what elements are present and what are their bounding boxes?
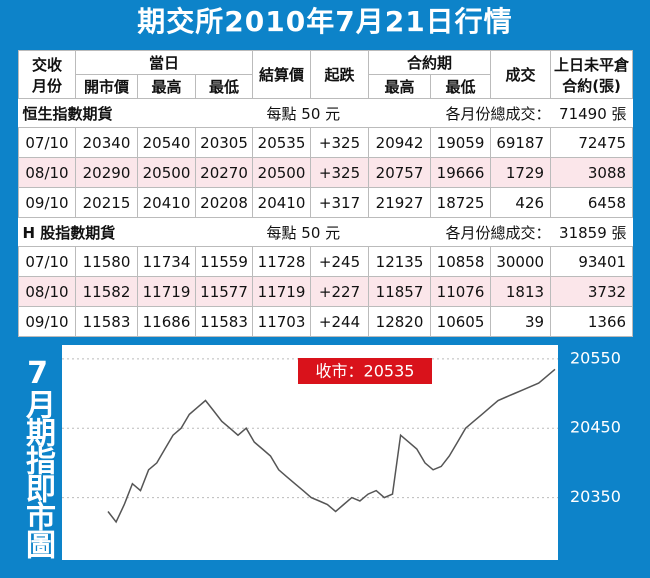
- cell: 11719: [252, 276, 312, 307]
- cell: 39: [490, 306, 552, 337]
- cell: 1366: [550, 306, 634, 337]
- cell: 19059: [430, 127, 492, 158]
- cell: 30000: [490, 246, 552, 277]
- cell: 21927: [368, 187, 432, 218]
- cell: 20270: [194, 157, 254, 188]
- cell: 09/10: [18, 306, 76, 337]
- cell: 31859 張: [550, 217, 633, 247]
- data-row: 07/10 20340 20540 20305 20535 +325 20942 19059 6…: [18, 127, 634, 158]
- cell: +325: [310, 157, 370, 188]
- cell: 12820: [368, 306, 432, 337]
- cell: 20215: [75, 187, 138, 218]
- cell: 11580: [75, 246, 138, 277]
- data-row: 08/10 11582 11719 11577 11719 +227 11857 11076 1…: [18, 276, 634, 307]
- header-text: 合約(張): [562, 76, 621, 95]
- annotation-box: [298, 358, 432, 384]
- cell: 11577: [194, 276, 254, 307]
- cell: 11583: [194, 306, 254, 337]
- header-cell: 上日未平倉合約(張): [550, 50, 634, 99]
- cell: 07/10: [18, 246, 76, 277]
- cell: +244: [310, 306, 370, 337]
- y-tick-label: 20450: [570, 418, 621, 437]
- cell: 11728: [252, 246, 312, 277]
- cell: 3732: [550, 276, 634, 307]
- y-tick-label: 20550: [570, 348, 621, 367]
- cell: 10858: [430, 246, 492, 277]
- quote-table: 交收 月份 當日 結算價 起跌 合約期 成交 上日未平倉 合約(張) 開市價 最高 最低…: [18, 50, 634, 337]
- cell: +245: [310, 246, 370, 277]
- cell: 11582: [75, 276, 138, 307]
- cell: 93401: [550, 246, 634, 277]
- cell: 08/10: [18, 157, 76, 188]
- cell: 20942: [368, 127, 432, 158]
- cell: +317: [310, 187, 370, 218]
- header-cell: 最高: [137, 74, 196, 99]
- cell: +325: [310, 127, 370, 158]
- header-cell: 交收 月份: [18, 50, 76, 99]
- cell: 11719: [137, 276, 196, 307]
- cell: 各月份總成交：: [368, 217, 551, 247]
- cell: 72475: [550, 127, 634, 158]
- cell: 12135: [368, 246, 432, 277]
- cell: 11703: [252, 306, 312, 337]
- header-text: 月份: [31, 76, 62, 95]
- cell: 3088: [550, 157, 634, 188]
- cell: 1729: [490, 157, 552, 188]
- cell: 08/10: [18, 276, 76, 307]
- header-cell: 成交: [490, 50, 552, 99]
- data-row: 09/10 11583 11686 11583 11703 +244 12820 10605 3…: [18, 306, 634, 337]
- cell: 11686: [137, 306, 196, 337]
- price-line: [107, 368, 556, 524]
- header-cell: 開市價: [75, 74, 138, 99]
- annotation: 收市：20535: [316, 362, 415, 381]
- cell: 19666: [430, 157, 492, 188]
- cell: 20305: [194, 127, 254, 158]
- data-row: 07/10 11580 11734 11559 11728 +245 12135 10858 3…: [18, 246, 634, 277]
- cell: 20500: [252, 157, 312, 188]
- cell: 每點 50 元: [252, 98, 369, 128]
- cell: 10605: [430, 306, 492, 337]
- header-cell: 最低: [430, 74, 492, 99]
- cell: 11734: [137, 246, 196, 277]
- cell: 每點 50 元: [252, 217, 369, 247]
- cell: 11583: [75, 306, 138, 337]
- cell: 20208: [194, 187, 254, 218]
- cell: 恒生指數期貨: [18, 98, 253, 128]
- section-row: 恒生指數期貨 每點 50 元各月份總成交： 71490 張: [18, 98, 633, 128]
- cell: 426: [490, 187, 552, 218]
- cell: 1813: [490, 276, 552, 307]
- chart-label: 7月期指即市圖: [20, 355, 55, 557]
- header-text: 上日未平倉: [554, 55, 630, 74]
- data-row: 09/10 20215 20410 20208 20410 +317 21927 18725 4…: [18, 187, 634, 218]
- header-cell: 當日: [74, 50, 254, 75]
- cell: 20500: [137, 157, 196, 188]
- y-tick-label: 20350: [570, 487, 621, 506]
- cell: 各月份總成交：: [368, 98, 551, 128]
- header-cell: 結算價: [252, 50, 312, 99]
- header-text: 交收: [31, 55, 62, 74]
- cell: 20535: [252, 127, 312, 158]
- cell: 20410: [137, 187, 196, 218]
- title: 期交所2010年7月21日行情: [137, 5, 513, 38]
- cell: 20540: [137, 127, 196, 158]
